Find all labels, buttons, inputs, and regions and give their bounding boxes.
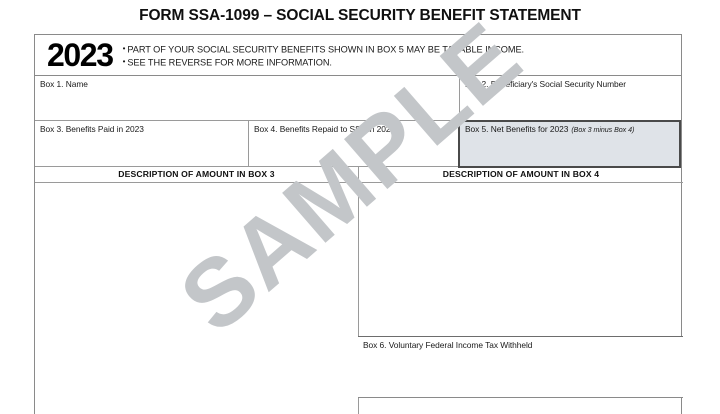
bullet-glyph: • — [122, 56, 126, 66]
box-2-label: Box 2. Beneficiary's Social Security Num… — [465, 79, 626, 89]
description-box-3-header: DESCRIPTION OF AMOUNT IN BOX 3 — [35, 167, 358, 183]
notice-text-2: SEE THE REVERSE FOR MORE INFORMATION. — [127, 57, 332, 67]
box-1-label: Box 1. Name — [40, 79, 88, 89]
box-1-name[interactable]: Box 1. Name — [35, 76, 459, 121]
notice-line-1: • PART OF YOUR SOCIAL SECURITY BENEFITS S… — [122, 43, 525, 56]
box-6-federal-tax-withheld[interactable]: Box 6. Voluntary Federal Income Tax With… — [358, 336, 683, 398]
box-5-label: Box 5. Net Benefits for 2023 (Box 3 minus… — [460, 122, 679, 135]
notice-text-1: PART OF YOUR SOCIAL SECURITY BENEFITS SH… — [127, 44, 525, 54]
box-6-label: Box 6. Voluntary Federal Income Tax With… — [363, 340, 533, 350]
tax-year: 2023 — [47, 37, 114, 73]
bullet-glyph: • — [122, 43, 126, 53]
box-5-net-benefits[interactable]: Box 5. Net Benefits for 2023 (Box 3 minus… — [458, 120, 681, 168]
ssa-1099-form: 2023 • PART OF YOUR SOCIAL SECURITY BENEF… — [34, 34, 683, 414]
box-5-label-text: Box 5. Net Benefits for 2023 — [465, 124, 569, 134]
description-box-4-body[interactable] — [358, 183, 683, 414]
box-4-label: Box 4. Benefits Repaid to SSA in 2023 — [254, 124, 396, 134]
description-box-4-header: DESCRIPTION OF AMOUNT IN BOX 4 — [358, 167, 683, 183]
description-box-3-body[interactable] — [35, 183, 358, 414]
box-3-benefits-paid[interactable]: Box 3. Benefits Paid in 2023 — [35, 121, 248, 167]
year-notice-band: 2023 • PART OF YOUR SOCIAL SECURITY BENEF… — [35, 34, 681, 76]
box-4-benefits-repaid[interactable]: Box 4. Benefits Repaid to SSA in 2023 — [248, 121, 459, 167]
page-title: FORM SSA-1099 – SOCIAL SECURITY BENEFIT … — [139, 7, 581, 24]
notice-line-2: • SEE THE REVERSE FOR MORE INFORMATION. — [123, 56, 524, 69]
box-2-ssn[interactable]: Box 2. Beneficiary's Social Security Num… — [459, 76, 680, 121]
box-5-sublabel: (Box 3 minus Box 4) — [571, 126, 635, 134]
notice-list: • PART OF YOUR SOCIAL SECURITY BENEFITS S… — [122, 43, 525, 69]
box-3-label: Box 3. Benefits Paid in 2023 — [40, 124, 144, 134]
